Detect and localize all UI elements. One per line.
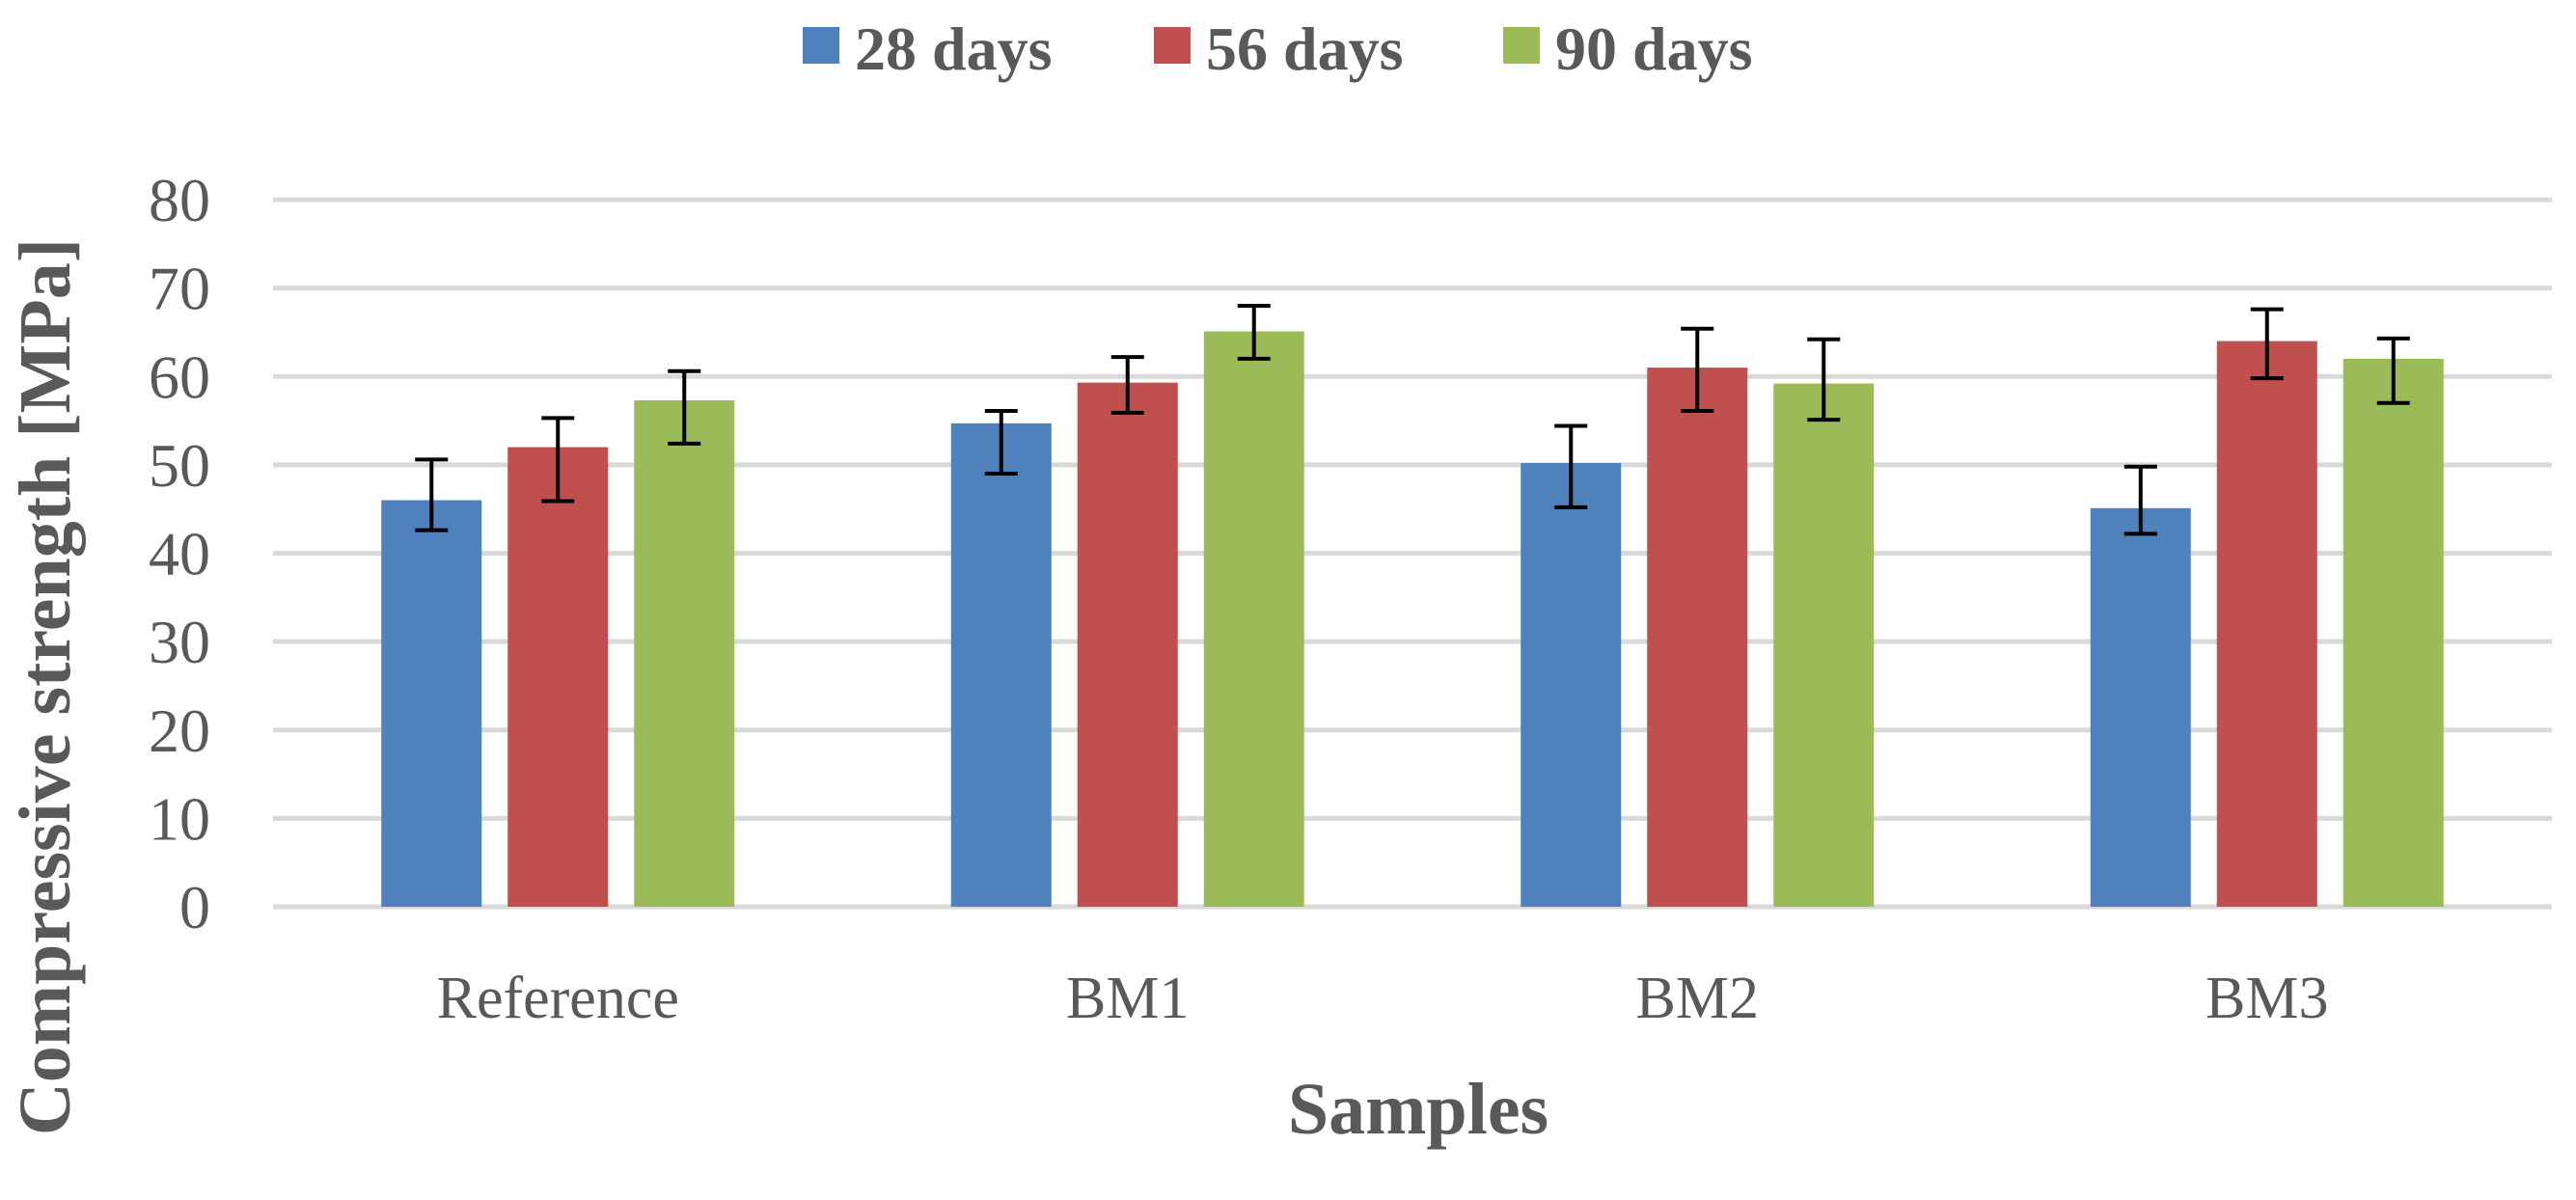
x-category-label: BM3: [2206, 966, 2328, 1031]
legend-label: 90 days: [1555, 14, 1753, 83]
legend-item: 28 days: [803, 14, 1053, 83]
x-category-label: BM2: [1636, 966, 1759, 1031]
y-tick-label: 40: [149, 520, 210, 588]
grid-lines: [273, 197, 2552, 910]
x-axis-title: Samples: [1288, 1069, 1548, 1150]
legend-label: 28 days: [855, 14, 1053, 83]
legend: 28 days 56 days 90 days: [803, 14, 1753, 83]
y-tick-label: 10: [149, 784, 210, 853]
legend-swatch: [1503, 27, 1540, 64]
bar: [507, 447, 609, 907]
bar: [2216, 341, 2317, 908]
bar: [1521, 463, 1622, 907]
y-tick-label: 50: [149, 431, 210, 500]
x-category-label: BM1: [1066, 966, 1189, 1031]
bar: [634, 399, 735, 907]
y-tick-label: 70: [149, 255, 210, 323]
y-tick-label: 0: [179, 873, 210, 941]
y-tick-label: 60: [149, 342, 210, 411]
bar: [2343, 358, 2444, 907]
y-tick-label: 20: [149, 696, 210, 765]
bar: [1077, 382, 1178, 907]
bar: [2090, 507, 2191, 907]
error-bars: [415, 303, 2410, 536]
legend-label: 56 days: [1206, 14, 1404, 83]
bar: [1203, 331, 1304, 907]
legend-item: 56 days: [1154, 14, 1404, 83]
y-tick-label: 30: [149, 608, 210, 676]
legend-item: 90 days: [1503, 14, 1753, 83]
bar: [1647, 368, 1748, 907]
bar: [381, 500, 482, 907]
legend-swatch: [803, 27, 839, 64]
y-axis-ticks: 0 10 20 30 40 50 60 70 80: [149, 166, 210, 941]
y-axis-title: Compressive strength [MPa]: [5, 238, 86, 1135]
x-category-label: Reference: [437, 966, 679, 1031]
legend-swatch: [1154, 27, 1191, 64]
bar: [1773, 383, 1875, 908]
bars: [381, 331, 2444, 908]
x-axis-categories: Reference BM1 BM2 BM3: [437, 966, 2329, 1031]
y-tick-label: 80: [149, 166, 210, 234]
bar: [950, 423, 1052, 907]
